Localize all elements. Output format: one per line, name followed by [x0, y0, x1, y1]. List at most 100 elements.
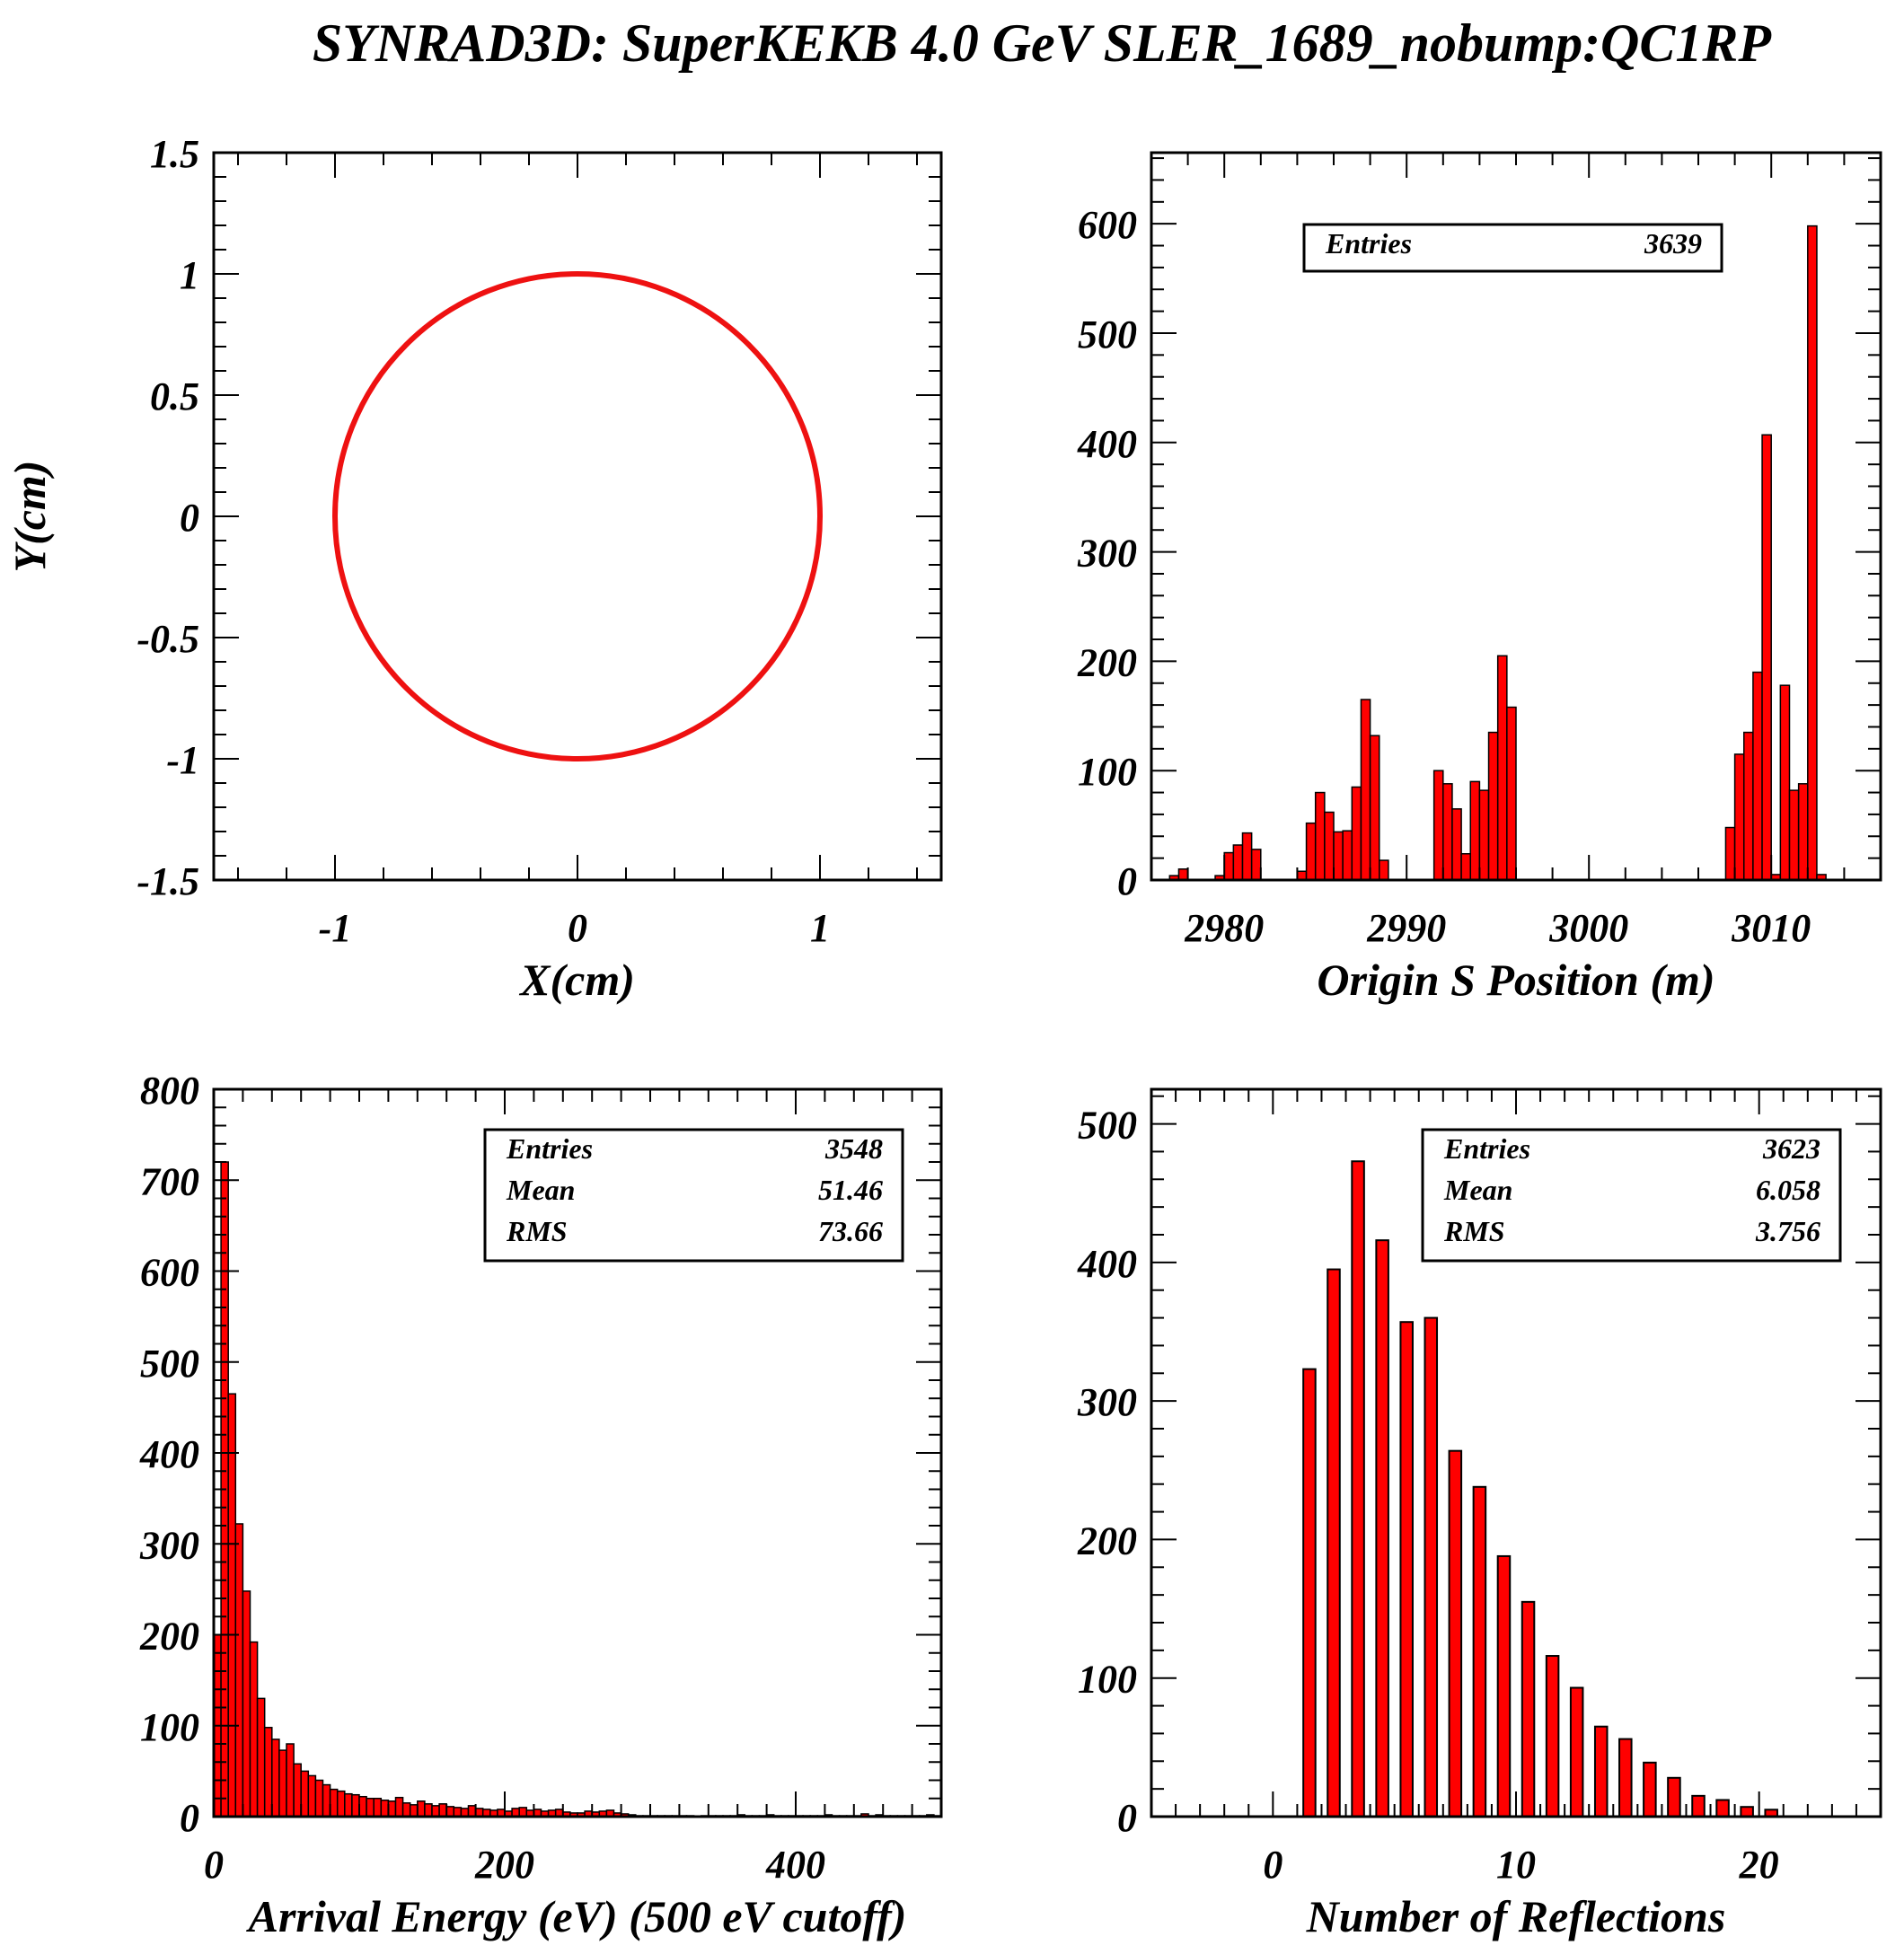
histogram-bar [1724, 826, 1736, 881]
histogram-bar [431, 1805, 440, 1818]
histogram-bar [1351, 786, 1362, 881]
stats-box [1302, 223, 1723, 273]
y-tick-label: 300 [1077, 1380, 1137, 1424]
y-tick-label: 200 [1077, 1518, 1137, 1562]
page-title: SYNRAD3D: SuperKEKB 4.0 GeV SLER_1689_no… [312, 13, 1772, 73]
histogram-bar [1496, 1554, 1512, 1818]
histogram-bar [1351, 1160, 1365, 1818]
histogram-bar [1375, 1239, 1389, 1818]
histogram-bar [1451, 808, 1462, 881]
histogram-bar [234, 1523, 244, 1818]
x-tick-label: 0 [204, 1843, 224, 1887]
histogram-bar [314, 1779, 324, 1818]
histogram-bar [1506, 706, 1517, 881]
y-tick-label: 100 [140, 1705, 199, 1749]
histogram-bar [1569, 1686, 1584, 1818]
histogram-bar [322, 1783, 331, 1818]
histogram-bar [1743, 731, 1754, 881]
histogram-bar [249, 1641, 259, 1818]
data-ring [332, 271, 823, 761]
stats-label: Entries [1325, 227, 1412, 260]
y-axis-label: Y(cm) [4, 461, 55, 573]
histogram-bar [394, 1796, 404, 1818]
y-tick-label: -1.5 [137, 859, 199, 903]
histogram-bar [417, 1800, 426, 1818]
histogram-bar [1618, 1738, 1633, 1818]
stats-value: 3.756 [1755, 1215, 1820, 1247]
y-tick-label: 800 [140, 1069, 199, 1113]
stats-value: 3623 [1762, 1132, 1820, 1165]
histogram-bar [1448, 1449, 1463, 1818]
stats-label: RMS [506, 1215, 568, 1247]
histogram-bar [1521, 1600, 1536, 1818]
histogram-bar [424, 1803, 433, 1818]
histogram-bar [380, 1800, 390, 1818]
x-tick-label: 2990 [1366, 906, 1446, 950]
histogram-bar [1327, 1268, 1341, 1818]
histogram-bar [1469, 780, 1481, 881]
histogram-bar [1797, 783, 1809, 881]
x-tick-label: 2980 [1184, 906, 1264, 950]
histogram-bar [1314, 791, 1326, 881]
histogram-bar [256, 1697, 266, 1818]
stats-value: 73.66 [818, 1215, 883, 1247]
histogram-bar [1241, 832, 1253, 881]
histogram-bar [1399, 1321, 1414, 1818]
x-axis-label: Origin S Position (m) [1317, 955, 1714, 1005]
histogram-bar [336, 1790, 346, 1818]
y-tick-label: 600 [140, 1251, 199, 1295]
histogram-bar [293, 1763, 302, 1818]
histogram-bar [1305, 822, 1317, 881]
histogram-bar [1460, 853, 1471, 881]
histogram-bar [1250, 849, 1262, 881]
histogram-bar [1472, 1485, 1487, 1818]
y-tick-label: 400 [1077, 422, 1137, 466]
x-tick-label: 3000 [1548, 906, 1628, 950]
x-tick-label: 20 [1739, 1843, 1779, 1887]
stats-box [483, 1128, 904, 1263]
histogram-bar [1379, 859, 1389, 881]
histogram-bar [387, 1800, 397, 1818]
y-tick-label: 500 [140, 1342, 199, 1386]
histogram-bar [401, 1802, 411, 1818]
histogram-bar [300, 1770, 310, 1818]
x-axis-label: X(cm) [518, 955, 635, 1005]
plot-frame [212, 151, 943, 882]
histogram-bar [1432, 770, 1444, 881]
stats-value: 3639 [1644, 227, 1702, 260]
x-tick-label: 0 [1263, 1843, 1283, 1887]
histogram-bar [1333, 831, 1344, 881]
histogram-bar [1360, 699, 1371, 881]
histogram-bar [286, 1743, 295, 1818]
histogram-bar [366, 1798, 375, 1818]
stats-label: Entries [506, 1132, 593, 1165]
histogram-bar [278, 1749, 287, 1818]
histogram-bar [1442, 783, 1453, 881]
y-tick-label: 100 [1078, 1658, 1137, 1702]
histogram-bar [351, 1793, 360, 1818]
stats-label: Mean [506, 1174, 575, 1206]
stats-value: 51.46 [818, 1174, 883, 1206]
stats-label: RMS [1443, 1215, 1505, 1247]
y-tick-label: -1 [166, 738, 199, 782]
y-tick-label: 500 [1078, 1104, 1137, 1148]
histogram-bar [1788, 789, 1800, 881]
y-tick-label: 0 [1117, 859, 1137, 903]
y-tick-label: 500 [1078, 312, 1137, 356]
x-tick-label: 200 [474, 1843, 534, 1887]
x-tick-label: 3010 [1731, 906, 1811, 950]
y-tick-label: 1 [180, 253, 199, 297]
histogram-bar [1232, 844, 1244, 881]
histogram-bar [1223, 851, 1235, 881]
histogram-bar [1324, 811, 1335, 881]
stats-box [1421, 1128, 1842, 1263]
histogram-bar [307, 1774, 317, 1818]
histogram-bar [1177, 868, 1189, 881]
x-tick-label: 0 [568, 906, 587, 950]
histogram-bar [1342, 830, 1353, 881]
histogram-bar [227, 1393, 237, 1818]
histogram-bar [1667, 1776, 1681, 1818]
histogram-bar [518, 1807, 528, 1818]
